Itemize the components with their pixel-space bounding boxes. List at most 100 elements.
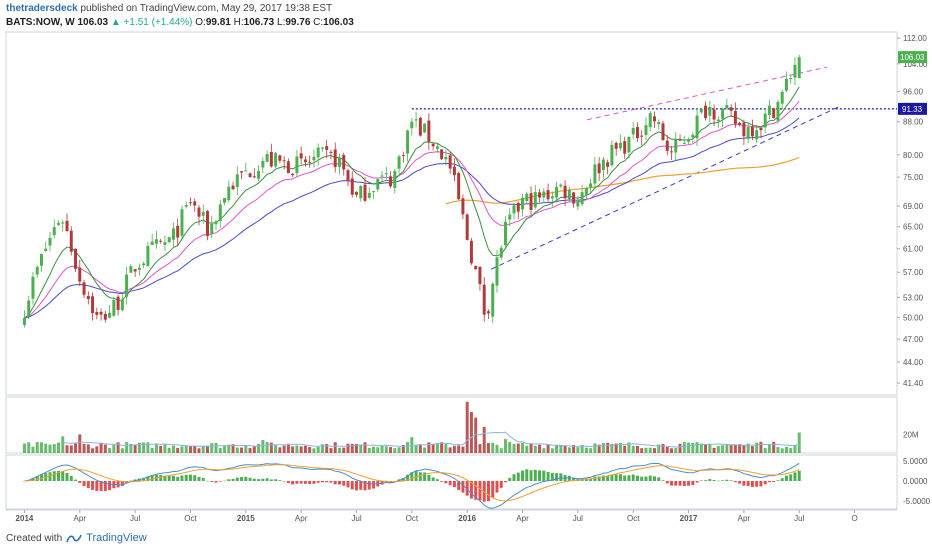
macd-histogram-bar (486, 481, 490, 502)
macd-histogram-bar (474, 481, 478, 500)
macd-histogram-bar (418, 472, 422, 481)
price-tick-label: 47.00 (903, 335, 924, 344)
volume-bar (721, 445, 725, 453)
tradingview-brand[interactable]: TradingView (86, 532, 147, 544)
footer: Created with TradingView (6, 532, 147, 544)
candle-body (27, 300, 31, 317)
volume-bar (597, 444, 601, 453)
volume-bar (533, 445, 537, 453)
macd-histogram-bar (618, 474, 622, 481)
macd-histogram-bar (82, 481, 86, 486)
candle-body (678, 139, 682, 141)
time-tick-label: O (851, 514, 857, 523)
candle-body (303, 159, 307, 163)
volume-bar (580, 444, 584, 453)
price-tick-label: 41.40 (903, 379, 924, 388)
macd-histogram-bar (657, 477, 661, 481)
macd-histogram-bar (431, 477, 435, 481)
macd-histogram-bar (167, 475, 171, 481)
candle-body (797, 57, 801, 79)
candle-body (333, 149, 337, 168)
macd-histogram-bar (410, 472, 414, 481)
author-link[interactable]: thetradersdeck (6, 3, 78, 14)
candle-body (367, 192, 371, 198)
price-chart[interactable]: 112.00 104.00 96.00 88.00 80.00 75.00 69.00 65.… (0, 0, 932, 530)
macd-histogram-bar (772, 481, 776, 483)
volume-bar (150, 447, 154, 453)
volume-bar (755, 442, 759, 453)
candle-body (218, 204, 222, 221)
candle-body (691, 134, 695, 138)
volume-bar (504, 439, 507, 453)
macd-histogram-bar (529, 470, 533, 481)
macd-histogram-bar (184, 474, 188, 481)
volume-bar (555, 444, 559, 453)
macd-histogram-bar (546, 471, 550, 481)
candle-body (103, 313, 107, 320)
macd-histogram-bar (95, 481, 99, 491)
volume-bar (767, 443, 771, 453)
macd-tick-label: 5.0000 (903, 457, 928, 466)
macd-histogram-bar (780, 478, 784, 481)
macd-tick-label: -5.0000 (903, 497, 931, 506)
volume-bar (367, 447, 371, 453)
candle-body (457, 173, 461, 200)
candle-body (384, 173, 388, 175)
volume-bar (572, 445, 576, 453)
candle-body (380, 175, 384, 177)
volume-bar (312, 448, 316, 453)
volume-bar (499, 448, 503, 453)
volume-bar (699, 443, 703, 453)
volume-bar (614, 443, 618, 453)
candle-body (397, 156, 401, 169)
candle-body (31, 276, 35, 299)
volume-bar (342, 447, 346, 453)
candle-body (525, 193, 529, 201)
candle-body (589, 183, 593, 188)
price-tick-label: 69.00 (903, 202, 924, 211)
candle-body (286, 161, 290, 174)
volume-bar (789, 448, 793, 453)
macd-histogram-bar (206, 480, 209, 482)
volume-bar (120, 448, 124, 453)
macd-histogram-bar (312, 481, 316, 484)
macd-histogram-bar (648, 475, 652, 481)
price-tick-label: 44.00 (903, 358, 924, 367)
candle-body (274, 153, 278, 167)
macd-histogram-bar (614, 474, 618, 481)
candle-body (614, 142, 618, 149)
candle-body (695, 115, 699, 139)
candle-body (214, 221, 218, 225)
macd-histogram-bar (738, 481, 742, 484)
volume-bar (516, 443, 520, 453)
volume-bar (39, 442, 43, 453)
candle-body (682, 142, 686, 144)
candle-body (393, 170, 397, 188)
macd-histogram-bar (210, 481, 214, 482)
macd-histogram-bar (665, 481, 669, 484)
volume-bar (248, 448, 252, 453)
candle-body (99, 311, 103, 315)
macd-histogram-bar (201, 478, 205, 481)
volume-bar (414, 444, 418, 453)
candle-body (312, 156, 316, 161)
candle-body (44, 248, 48, 252)
candle-body (137, 267, 141, 270)
macd-histogram-bar (716, 480, 720, 482)
candle-body (644, 125, 648, 135)
volume-bar (193, 445, 197, 453)
macd-histogram-bar (86, 481, 90, 488)
price-tick-label: 96.00 (903, 88, 924, 97)
macd-histogram-bar (39, 474, 43, 481)
macd-histogram-bar (295, 481, 299, 484)
volume-bar (474, 417, 478, 453)
candle-body (61, 222, 65, 224)
volume-bar (593, 443, 597, 453)
volume-bar (780, 448, 784, 453)
volume-bar (393, 448, 397, 453)
macd-histogram-bar (750, 481, 754, 487)
candle-body (427, 120, 431, 142)
macd-histogram-bar (512, 474, 516, 481)
volume-bar (252, 446, 256, 453)
volume-bar (223, 445, 227, 453)
